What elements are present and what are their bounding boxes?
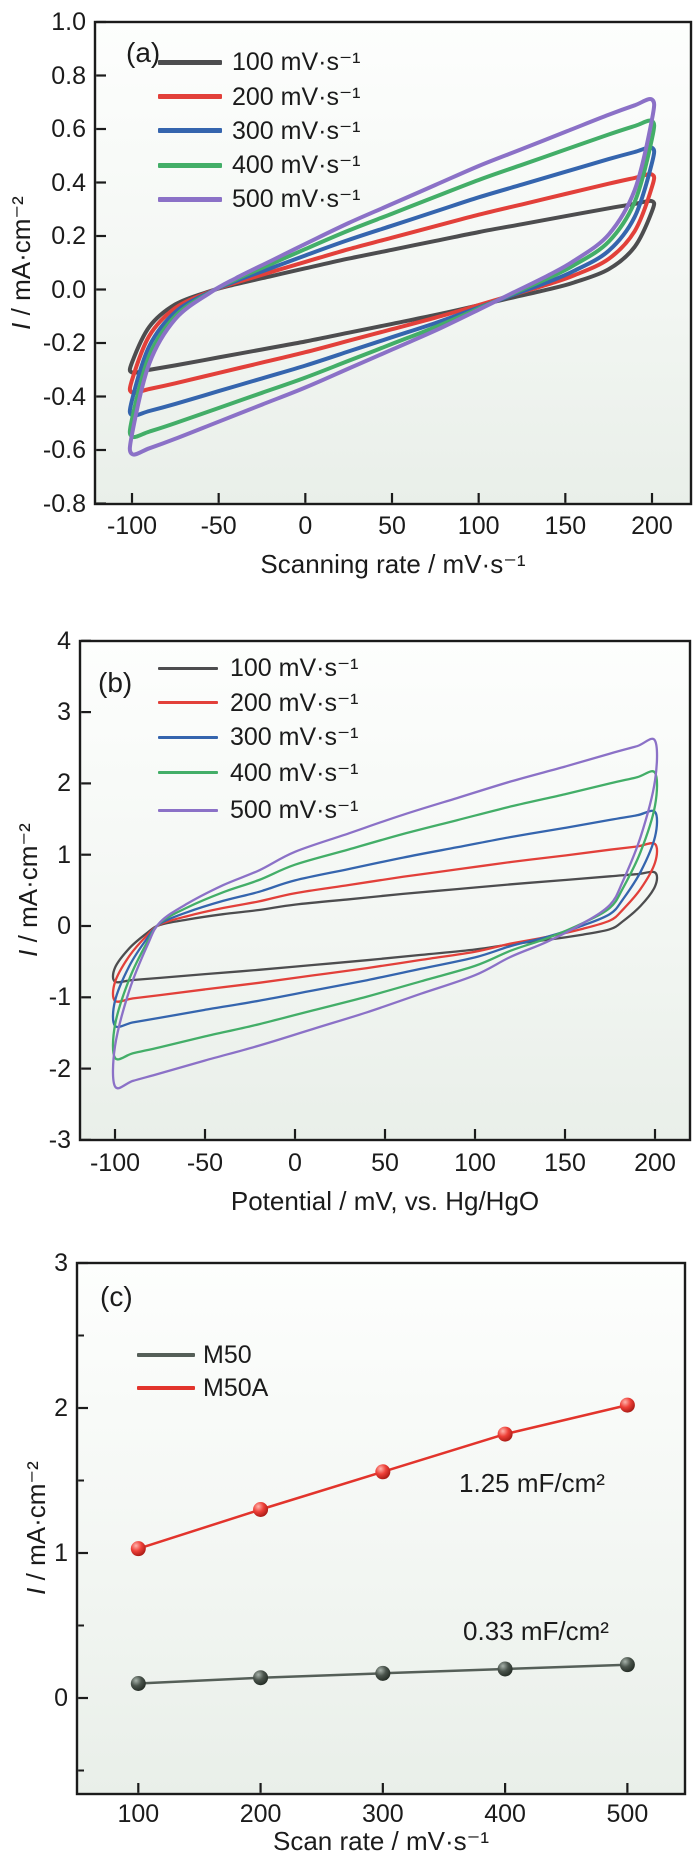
panel-a-y-tick-label: 0.0 [51, 275, 86, 304]
panel-a-y-tick-label: -0.6 [42, 436, 86, 464]
legend-color-line [158, 94, 222, 99]
legend-label: 500 mV·s⁻¹ [232, 185, 361, 213]
panel-b-x-axis-title: Potential / mV, vs. Hg/HgO [230, 1186, 540, 1216]
panel-b-legend-item-3: 400 mV·s⁻¹ [158, 758, 359, 788]
panel-c-y-tick-label: 3 [54, 1249, 68, 1277]
panel-b-x-tick-label: 100 [454, 1149, 496, 1177]
panel-a-legend-item-0: 100 mV·s⁻¹ [158, 47, 361, 77]
panel-c-x-axis-title: Scan rate / mV·s⁻¹ [273, 1826, 489, 1856]
panel-b-legend-item-1: 200 mV·s⁻¹ [158, 688, 359, 718]
panel-c-x-tick-label: 300 [361, 1800, 404, 1828]
legend-color-line [158, 162, 222, 168]
legend-color-line [158, 128, 222, 133]
legend-label: M50A [203, 1374, 269, 1402]
legend-color-line [158, 59, 222, 65]
panel-c-y-tick-label: 1 [54, 1539, 68, 1567]
panel-c-x-tick-label: 200 [239, 1800, 282, 1828]
panel-c-legend-item-1: M50A [137, 1373, 268, 1403]
panel-a-legend-item-2: 300 mV·s⁻¹ [158, 116, 361, 146]
panel-a-x-tick-label: 50 [378, 512, 406, 540]
panel-a-y-tick-label: 0.2 [51, 222, 86, 250]
legend-label: 400 mV·s⁻¹ [230, 758, 359, 787]
panel-a-y-tick-label: -0.4 [42, 382, 86, 411]
panel-a-y-tick-label: -0.8 [42, 489, 86, 518]
panel-b-letter: (b) [98, 667, 133, 698]
panel-a-y-tick-label: -0.2 [42, 329, 86, 357]
panel-b-x-tick-label: 150 [544, 1149, 586, 1177]
panel-b-plot-area [78, 639, 692, 1142]
legend-color-line [158, 196, 222, 202]
panel-b-legend-item-2: 300 mV·s⁻¹ [158, 722, 359, 752]
legend-label: 100 mV·s⁻¹ [232, 48, 361, 76]
panel-a-y-tick-label: 0.8 [51, 61, 86, 90]
panel-c-x-tick-label: 100 [117, 1800, 160, 1828]
legend-color-line [158, 735, 218, 739]
panel-a-x-tick-label: 150 [544, 512, 587, 540]
panel-c-legend-item-0: M50 [137, 1340, 252, 1370]
y-axis-symbol: I [13, 949, 43, 957]
panel-b-x-tick-label: 0 [288, 1149, 302, 1177]
panel-a-y-tick-label: 0.6 [51, 115, 86, 143]
panel-c-x-tick-label: 500 [606, 1800, 649, 1828]
panel-a-letter: (a) [126, 37, 161, 68]
y-axis-units: / mA·cm⁻² [21, 1461, 51, 1588]
panel-b-legend-item-0: 100 mV·s⁻¹ [158, 653, 359, 683]
legend-color-line [137, 1353, 195, 1357]
legend-color-line [158, 771, 218, 774]
panel-b-y-tick-label: 3 [57, 698, 71, 727]
panel-c-x-tick-label: 400 [484, 1800, 526, 1828]
panel-b-y-axis-title: I / mA·cm⁻² [13, 775, 43, 1005]
panel-a-legend-item-3: 400 mV·s⁻¹ [158, 150, 361, 180]
legend-label: 300 mV·s⁻¹ [230, 723, 359, 751]
legend-color-line [137, 1386, 195, 1390]
panel-a-x-tick-label: 0 [298, 512, 313, 540]
panel-a-x-tick-label: 100 [457, 512, 500, 540]
panel-b-y-tick-label: 4 [57, 626, 71, 655]
panel-a-y-tick-label: 1.0 [51, 8, 86, 36]
panel-b-y-tick-label: 2 [57, 769, 71, 798]
panel-a-x-axis-title: Scanning rate / mV·s⁻¹ [260, 549, 526, 579]
legend-label: 400 mV·s⁻¹ [232, 151, 361, 179]
panel-b-x-tick-label: 50 [371, 1149, 399, 1177]
capacitance-annotation-m50: 0.33 mF/cm² [463, 1616, 609, 1646]
panel-b-y-tick-label: -2 [48, 1054, 71, 1083]
panel-b-y-tick-label: 0 [57, 912, 71, 940]
panel-a-legend-item-4: 500 mV·s⁻¹ [158, 184, 361, 214]
panel-b-x-tick-label: -50 [186, 1149, 224, 1177]
y-axis-symbol: I [21, 1587, 51, 1595]
capacitance-annotation-m50a: 1.25 mF/cm² [459, 1468, 605, 1498]
panel-c-letter: (c) [100, 1281, 133, 1312]
panel-a-legend-item-1: 200 mV·s⁻¹ [158, 82, 361, 112]
panel-b-legend-item-4: 500 mV·s⁻¹ [158, 795, 359, 825]
legend-label: 300 mV·s⁻¹ [232, 116, 361, 145]
panel-a-y-tick-label: 0.4 [51, 168, 86, 197]
legend-label: 200 mV·s⁻¹ [232, 82, 361, 111]
panel-a-plot-area [93, 20, 693, 506]
legend-label: 500 mV·s⁻¹ [230, 796, 359, 824]
legend-label: 200 mV·s⁻¹ [230, 688, 359, 717]
panel-a-x-tick-label: -50 [200, 512, 237, 540]
panel-c-y-tick-label: 2 [54, 1394, 68, 1422]
panel-b-x-tick-label: 200 [634, 1149, 676, 1177]
legend-color-line [158, 701, 218, 704]
panel-b-y-tick-label: -1 [48, 983, 71, 1012]
panel-b-y-tick-label: 1 [57, 840, 71, 869]
panel-c-y-axis-title: I / mA·cm⁻² [21, 1413, 51, 1643]
legend-color-line [158, 808, 218, 812]
panel-c-plot-area [75, 1261, 687, 1796]
legend-label: 100 mV·s⁻¹ [230, 654, 359, 682]
panel-a-x-tick-label: 200 [631, 512, 673, 540]
panel-b-x-tick-label: -100 [89, 1149, 141, 1177]
panel-b-y-tick-label: -3 [48, 1125, 71, 1154]
legend-label: M50 [203, 1341, 252, 1369]
legend-color-line [158, 666, 218, 670]
panel-a-x-tick-label: -100 [106, 512, 158, 540]
panel-c-y-tick-label: 0 [54, 1684, 68, 1712]
y-axis-units: / mA·cm⁻² [6, 196, 36, 323]
